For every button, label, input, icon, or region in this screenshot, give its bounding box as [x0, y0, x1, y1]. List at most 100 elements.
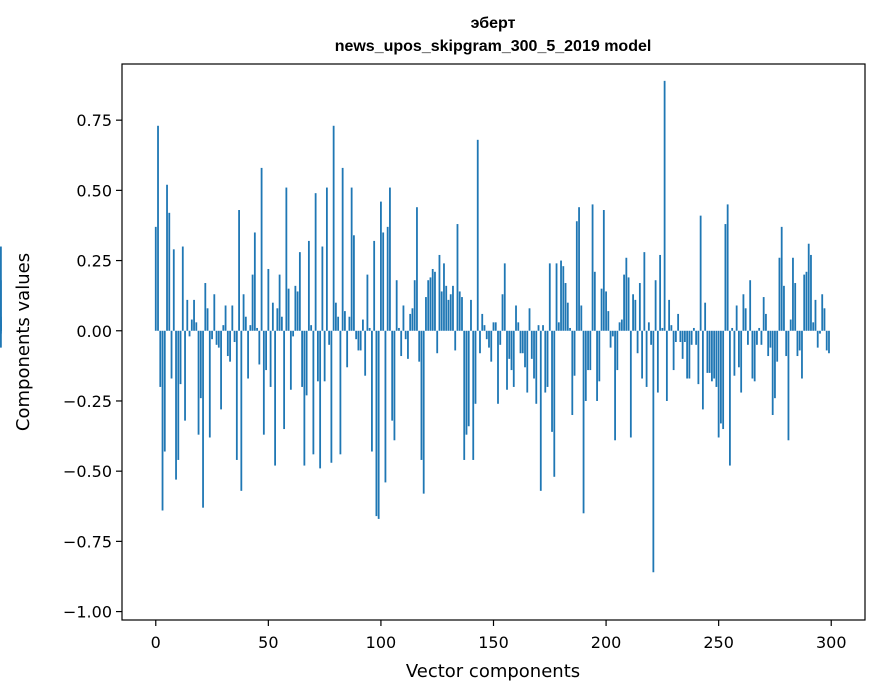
bar-196	[596, 330, 598, 401]
bar-117	[418, 330, 421, 362]
bar-12	[181, 246, 184, 331]
bar-70	[312, 330, 315, 455]
bar-257	[733, 330, 736, 376]
bar-80	[334, 302, 337, 331]
bar-177	[553, 330, 556, 477]
bar-179	[557, 322, 560, 331]
bar-238	[690, 330, 693, 345]
bar-199	[602, 210, 605, 331]
bar-154	[501, 294, 504, 331]
bar-1	[157, 125, 159, 331]
bar-231	[674, 330, 677, 342]
bar-31	[224, 305, 227, 331]
bar-86	[348, 316, 351, 331]
bar-43	[251, 274, 254, 331]
bar-259	[738, 330, 740, 368]
bar-173	[544, 330, 547, 393]
bar-30	[222, 325, 225, 331]
y-tick-label: 0.50	[76, 181, 112, 200]
bar-271	[765, 313, 767, 331]
bar-194	[591, 204, 594, 331]
bar-109	[400, 330, 403, 357]
bar-81	[337, 316, 340, 331]
bar-227	[665, 330, 668, 401]
bar-41	[247, 330, 249, 379]
bar-235	[683, 330, 686, 342]
bar-29	[220, 330, 222, 410]
bar-6	[168, 212, 171, 331]
bar-135	[458, 291, 461, 331]
bar-234	[681, 330, 684, 359]
bar-189	[580, 305, 583, 331]
bar-123	[431, 268, 434, 331]
bar-222	[654, 280, 657, 331]
bar-4	[163, 330, 166, 452]
bar-187	[575, 221, 578, 331]
x-axis-label: Vector components	[406, 661, 580, 682]
bar-0	[154, 226, 157, 331]
bar-290	[807, 243, 810, 331]
bar-191	[584, 330, 587, 401]
bar-286	[798, 330, 801, 351]
bar-181	[562, 266, 565, 331]
bar-137	[463, 330, 466, 460]
bar-142	[474, 330, 477, 404]
bar-106	[393, 330, 396, 441]
bar-247	[711, 330, 713, 382]
bar-120	[425, 297, 427, 331]
bar-282	[789, 319, 792, 331]
bar-146	[483, 325, 486, 331]
bar-278	[780, 226, 783, 331]
bar-126	[438, 254, 441, 331]
bar-39	[242, 294, 245, 331]
bar-182	[564, 283, 567, 331]
y-tick-label: −0.75	[63, 532, 112, 551]
bar-78	[330, 330, 333, 463]
bar-96	[371, 330, 373, 452]
bar-24	[208, 330, 211, 438]
bar-256	[731, 327, 734, 331]
bar-219	[647, 322, 650, 331]
bar-65	[301, 330, 304, 387]
bar-143	[476, 139, 479, 331]
bar-284	[794, 283, 797, 331]
bar-285	[796, 330, 799, 357]
bar-88	[353, 235, 355, 331]
x-tick-label: 250	[703, 633, 734, 652]
bar-undefined	[0, 325, 2, 331]
bar-195	[593, 271, 596, 331]
bar-281	[787, 330, 790, 441]
bar-296	[821, 294, 824, 331]
bar-115	[413, 280, 416, 331]
bar-23	[206, 308, 209, 331]
bar-138	[465, 330, 468, 435]
bar-134	[456, 224, 459, 331]
bar-295	[819, 330, 821, 334]
bar-51	[269, 330, 272, 387]
bars-group	[0, 80, 830, 573]
bar-127	[440, 291, 443, 331]
bar-2	[159, 330, 162, 387]
bar-159	[512, 330, 515, 387]
x-tick-label: 50	[258, 633, 278, 652]
bar-49	[265, 330, 267, 371]
x-tick-label: 100	[366, 633, 397, 652]
bar-156	[506, 330, 508, 390]
bar-298	[825, 330, 828, 351]
bar-193	[589, 330, 592, 371]
bar-87	[350, 187, 353, 331]
bar-124	[434, 271, 436, 331]
bar-122	[429, 277, 432, 331]
bar-105	[391, 330, 394, 421]
bar-13	[184, 330, 186, 421]
bar-190	[582, 330, 585, 514]
bar-186	[573, 330, 576, 376]
bar-211	[629, 330, 632, 438]
bar-47	[260, 167, 263, 331]
bar-19	[197, 330, 200, 435]
bar-116	[416, 207, 418, 331]
bar-91	[359, 330, 362, 351]
bar-276	[776, 330, 779, 362]
bar-164	[524, 330, 526, 368]
bar-26	[213, 294, 216, 331]
